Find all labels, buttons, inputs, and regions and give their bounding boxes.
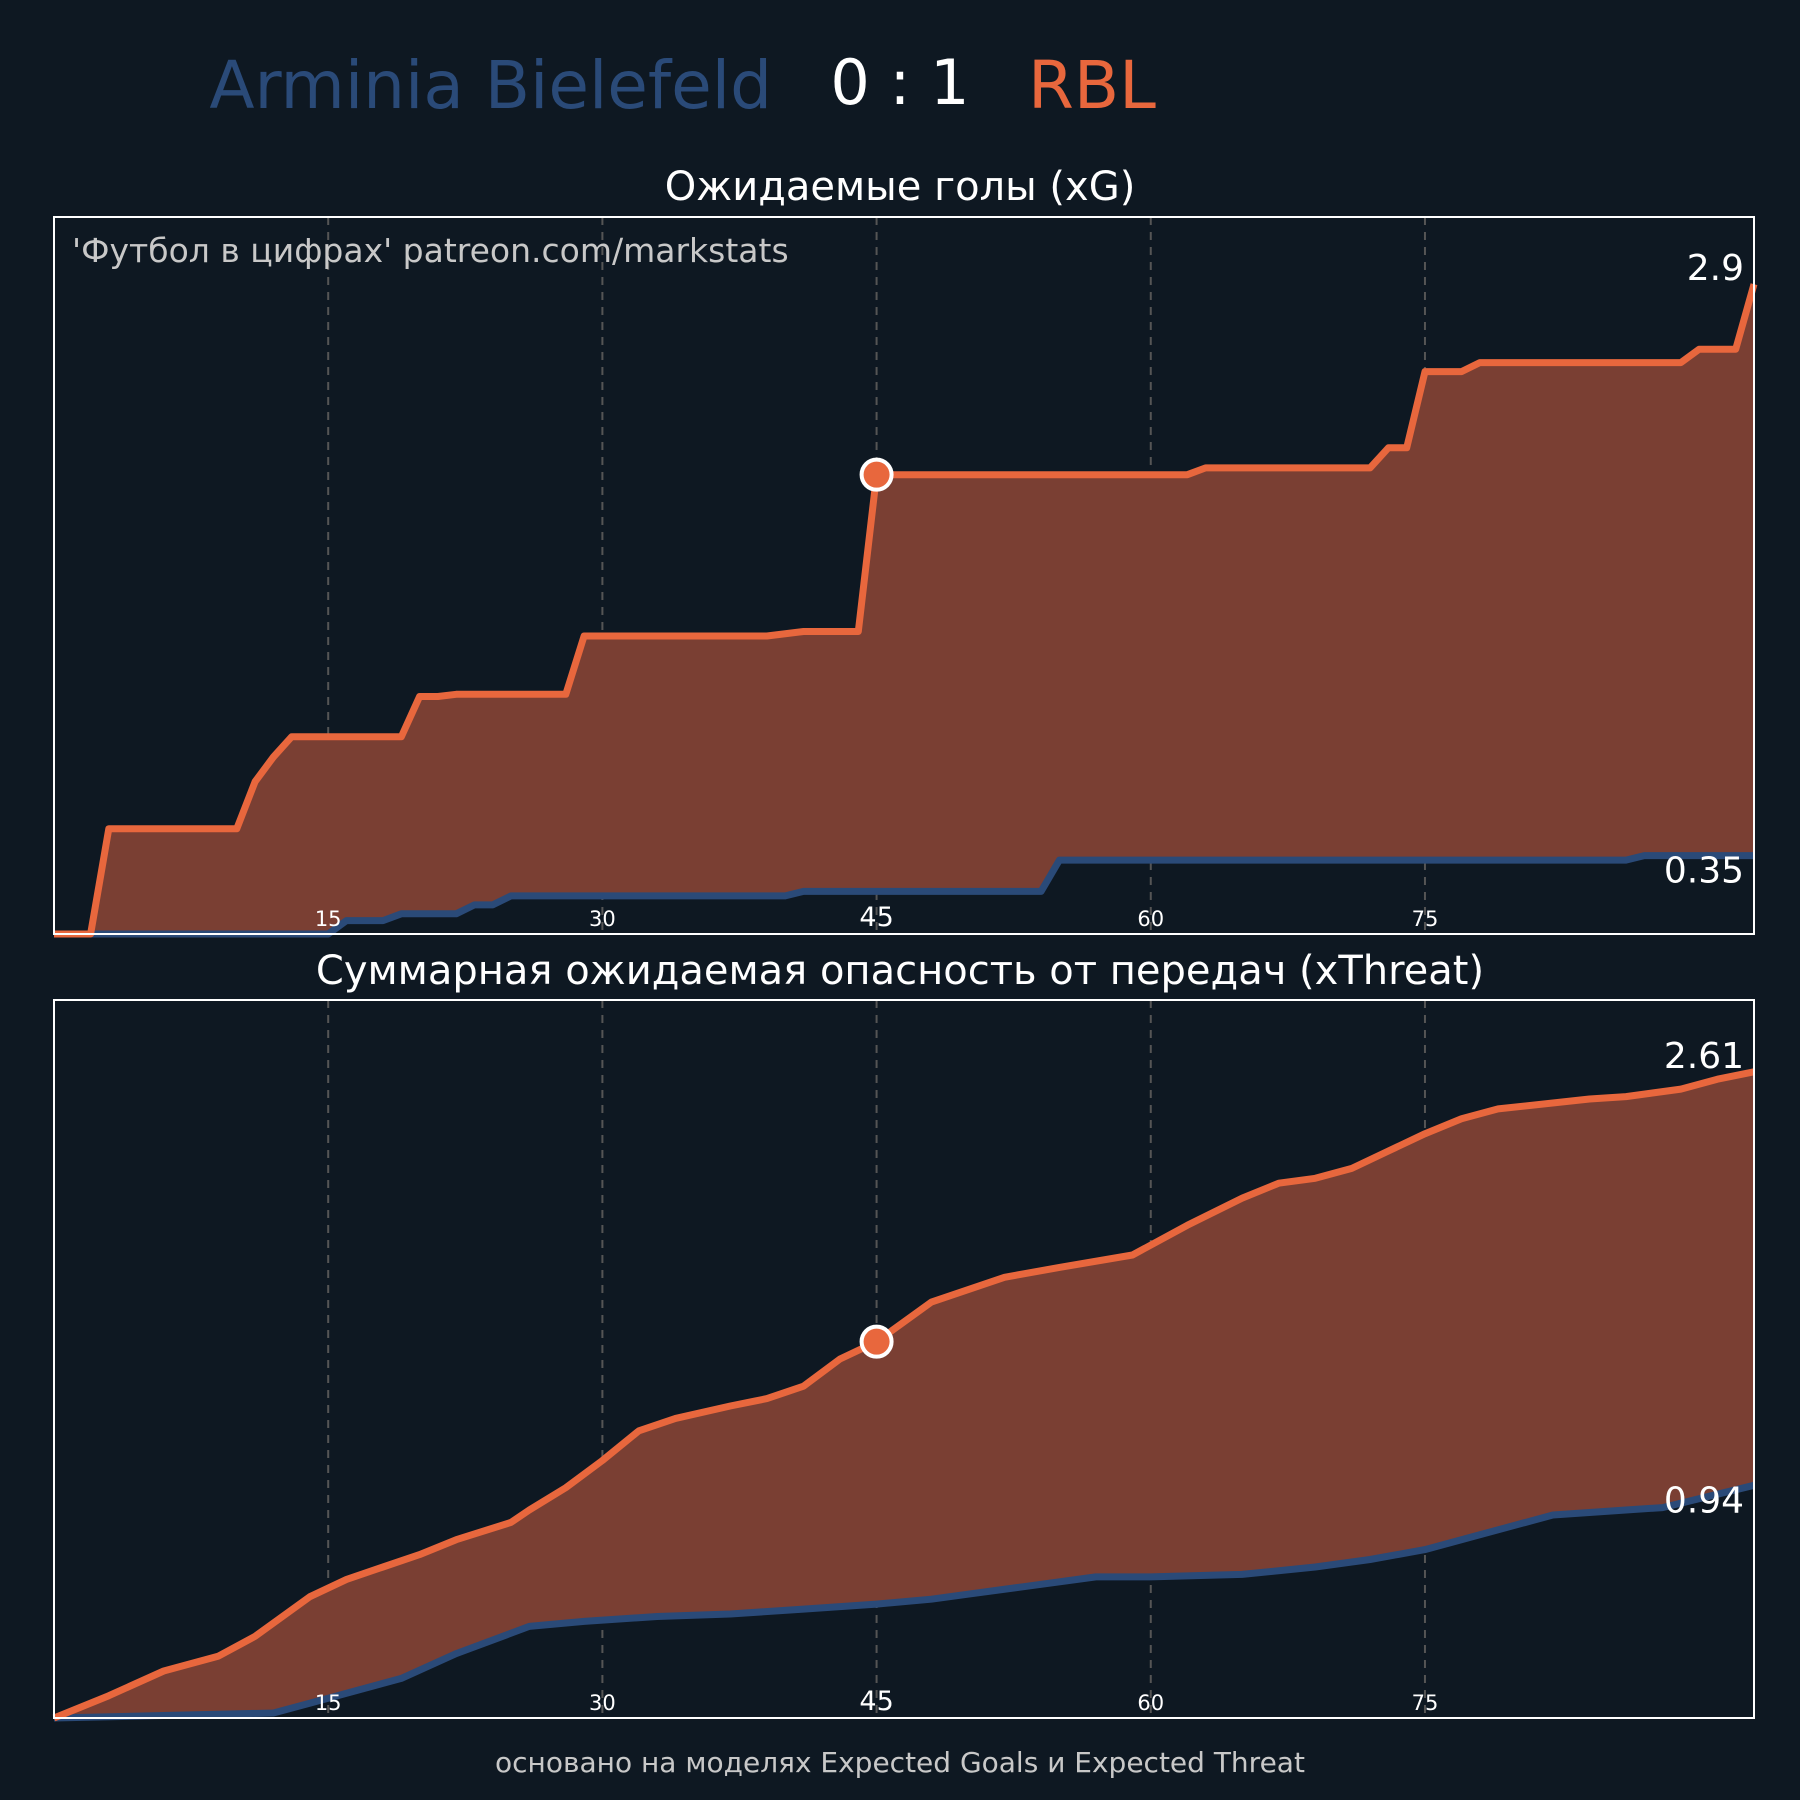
xg-halftime-marker — [859, 457, 894, 492]
xthreat-line-rbl — [52, 1068, 1755, 1722]
xg-plot-frame — [53, 216, 1755, 935]
xg-tick-label-30: 30 — [589, 907, 616, 931]
xg-tick-label-75: 75 — [1412, 907, 1439, 931]
xthreat-plot-frame — [53, 999, 1755, 1719]
xg-tick-label-45: 45 — [859, 902, 893, 933]
match-score: 0 : 1 — [830, 46, 969, 119]
home-team-name: Arminia Bielefeld — [209, 47, 772, 124]
xg-difference-area — [54, 284, 1754, 934]
xg-final-label-rbl: 2.9 — [1687, 248, 1744, 289]
xthreat-tick-label-60: 60 — [1137, 1691, 1164, 1715]
watermark: 'Футбол в цифрах' patreon.com/markstats — [72, 231, 789, 270]
xthreat-tick-label-15: 15 — [315, 1691, 342, 1715]
xthreat-halftime-marker — [859, 1324, 894, 1359]
xg-line-arminia — [54, 852, 1754, 938]
xg-line-rbl — [54, 283, 1758, 938]
xthreat-tick-label-30: 30 — [589, 1691, 616, 1715]
xthreat-tick-label-75: 75 — [1412, 1691, 1439, 1715]
xthreat-final-label-arminia: 0.94 — [1664, 1480, 1744, 1521]
xthreat-difference-area — [54, 1071, 1754, 1718]
xg-tick-label-15: 15 — [315, 907, 342, 931]
footer-note: основано на моделях Expected Goals и Exp… — [495, 1746, 1305, 1779]
xg-chart: 15 30 45 60 75 2.9 0.35 — [53, 216, 1758, 938]
xthreat-chart-title: Суммарная ожидаемая опасность от передач… — [316, 948, 1484, 994]
xg-final-label-arminia: 0.35 — [1664, 851, 1744, 892]
xg-chart-title: Ожидаемые голы (xG) — [665, 164, 1136, 210]
xthreat-chart: 15 30 45 60 75 2.61 0.94 — [52, 999, 1755, 1722]
xg-tick-label-60: 60 — [1137, 907, 1164, 931]
away-team-name: RBL — [1028, 47, 1156, 124]
xthreat-line-arminia — [53, 1481, 1755, 1722]
xthreat-final-label-rbl: 2.61 — [1664, 1036, 1744, 1077]
xthreat-tick-label-45: 45 — [859, 1686, 893, 1717]
